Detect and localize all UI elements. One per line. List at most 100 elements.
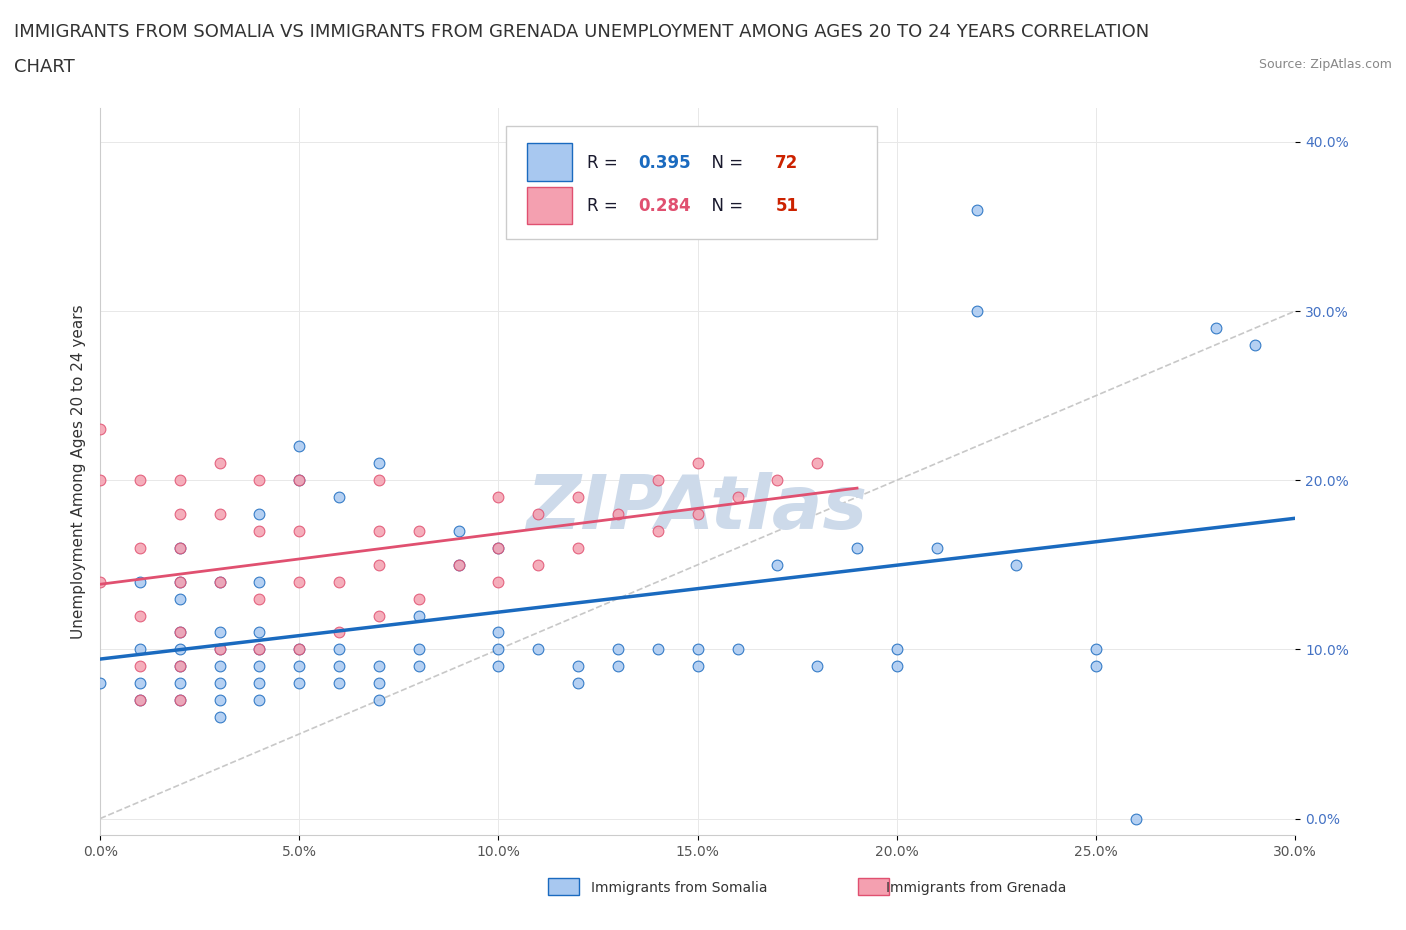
Point (288, 472, 311, 487)
Point (288, 439, 311, 454)
Point (647, 472, 669, 487)
Point (567, 540, 589, 555)
Point (488, 540, 510, 555)
Point (488, 540, 510, 555)
Point (89, 676, 111, 691)
Text: CHART: CHART (14, 58, 75, 75)
Point (567, 676, 589, 691)
Point (766, 472, 789, 487)
Point (328, 490, 350, 505)
Point (208, 642, 231, 657)
Point (488, 642, 510, 657)
Point (129, 693, 152, 708)
Point (686, 642, 709, 657)
Point (89, 422, 111, 437)
Point (686, 507, 709, 522)
Point (527, 642, 550, 657)
Point (169, 574, 191, 589)
Point (1205, 321, 1227, 336)
Point (169, 625, 191, 640)
Point (169, 658, 191, 673)
Point (288, 574, 311, 589)
Point (368, 608, 391, 623)
Point (208, 625, 231, 640)
Point (288, 642, 311, 657)
Point (249, 625, 271, 640)
Point (727, 490, 749, 505)
Point (288, 658, 311, 673)
Point (129, 540, 152, 555)
Point (368, 658, 391, 673)
Point (249, 472, 271, 487)
Text: 0.284: 0.284 (638, 197, 690, 215)
Point (886, 658, 908, 673)
Text: Immigrants from Somalia: Immigrants from Somalia (591, 881, 768, 896)
Point (447, 524, 470, 538)
Point (806, 456, 828, 471)
Text: 51: 51 (775, 197, 799, 215)
Point (208, 642, 231, 657)
Point (249, 591, 271, 606)
Point (806, 658, 828, 673)
Point (488, 574, 510, 589)
Point (766, 557, 789, 572)
Point (328, 642, 350, 657)
Y-axis label: Unemployment Among Ages 20 to 24 years: Unemployment Among Ages 20 to 24 years (72, 304, 86, 639)
Point (567, 658, 589, 673)
Point (368, 676, 391, 691)
Point (647, 524, 669, 538)
Point (169, 625, 191, 640)
Point (1085, 658, 1108, 673)
Point (249, 642, 271, 657)
Point (1244, 338, 1267, 352)
Point (647, 642, 669, 657)
Point (208, 456, 231, 471)
FancyBboxPatch shape (548, 878, 579, 895)
Point (607, 507, 630, 522)
Text: R =: R = (586, 197, 623, 215)
Point (249, 642, 271, 657)
Point (208, 574, 231, 589)
Point (408, 658, 430, 673)
Point (966, 202, 988, 217)
Point (208, 693, 231, 708)
Text: IMMIGRANTS FROM SOMALIA VS IMMIGRANTS FROM GRENADA UNEMPLOYMENT AMONG AGES 20 TO: IMMIGRANTS FROM SOMALIA VS IMMIGRANTS FR… (14, 23, 1149, 41)
Point (288, 642, 311, 657)
FancyBboxPatch shape (527, 187, 572, 224)
Point (567, 490, 589, 505)
Point (129, 676, 152, 691)
Point (169, 591, 191, 606)
Text: R =: R = (586, 153, 623, 171)
Point (368, 557, 391, 572)
Text: ZIPAtlas: ZIPAtlas (527, 472, 869, 545)
Point (169, 472, 191, 487)
Point (169, 658, 191, 673)
Point (169, 676, 191, 691)
FancyBboxPatch shape (506, 126, 877, 239)
Point (208, 658, 231, 673)
Point (328, 625, 350, 640)
Text: Source: ZipAtlas.com: Source: ZipAtlas.com (1258, 58, 1392, 71)
Point (169, 642, 191, 657)
Point (129, 608, 152, 623)
Point (607, 642, 630, 657)
Point (408, 608, 430, 623)
Point (249, 524, 271, 538)
Point (249, 676, 271, 691)
Point (169, 507, 191, 522)
Point (368, 456, 391, 471)
Point (1005, 557, 1028, 572)
Point (925, 540, 948, 555)
Point (169, 574, 191, 589)
Point (886, 642, 908, 657)
Point (686, 658, 709, 673)
Point (89, 574, 111, 589)
Point (249, 693, 271, 708)
Point (208, 574, 231, 589)
Point (408, 642, 430, 657)
FancyBboxPatch shape (527, 143, 572, 180)
Point (129, 658, 152, 673)
Text: 0.395: 0.395 (638, 153, 690, 171)
Point (686, 456, 709, 471)
Point (328, 676, 350, 691)
